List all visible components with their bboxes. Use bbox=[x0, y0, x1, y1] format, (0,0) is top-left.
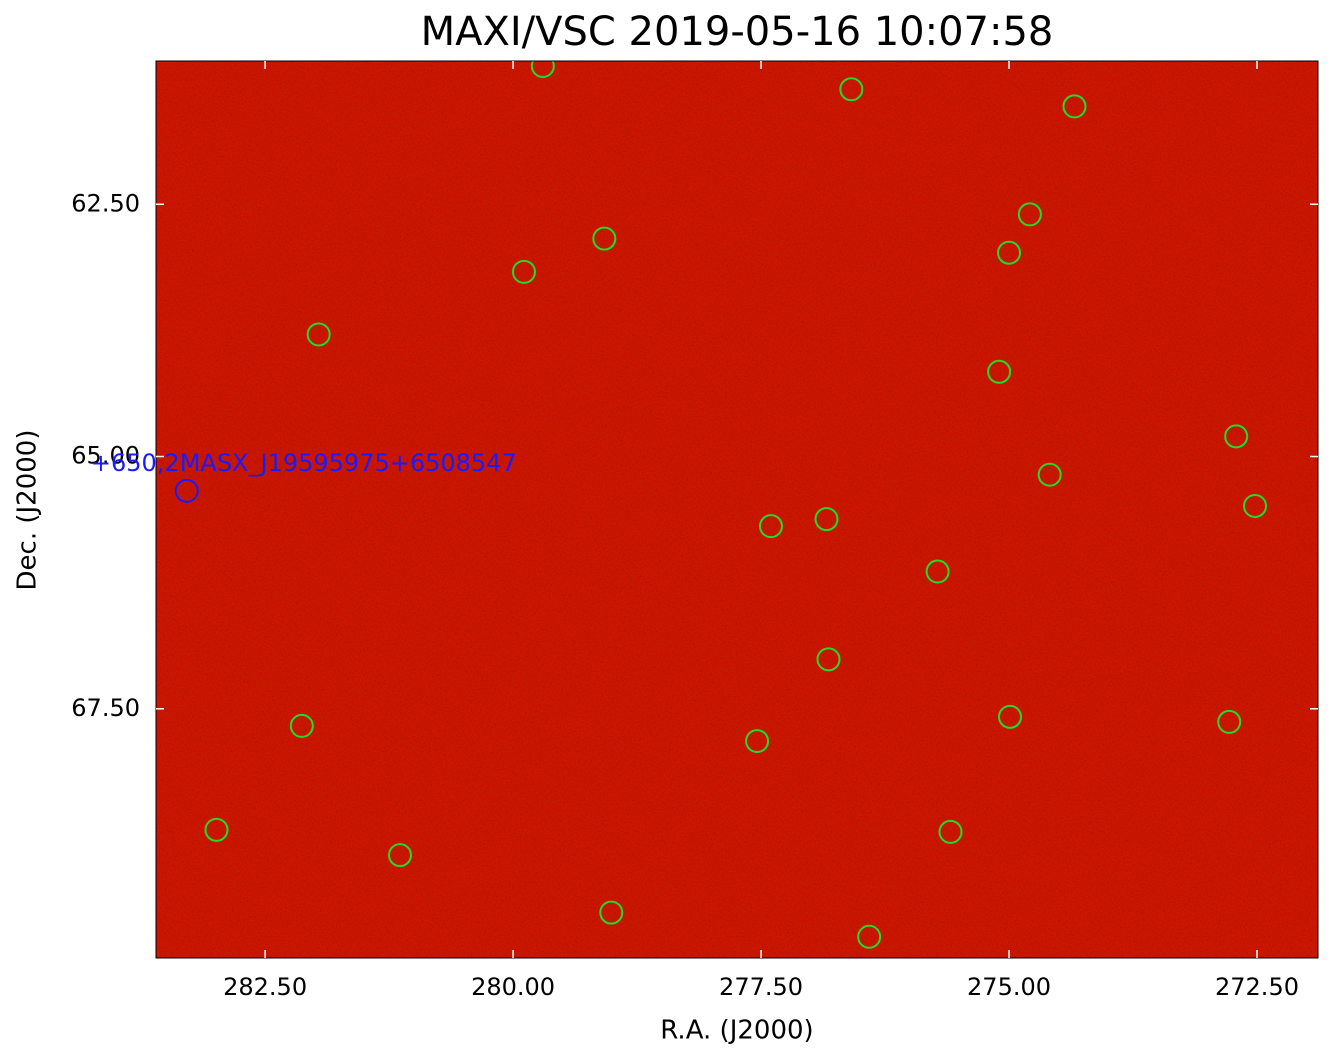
x-tick-label: 275.00 bbox=[967, 973, 1051, 1001]
source-marker bbox=[998, 704, 1023, 729]
source-marker bbox=[987, 359, 1012, 384]
source-marker bbox=[306, 322, 331, 347]
x-tick-label: 272.50 bbox=[1215, 973, 1299, 1001]
source-marker bbox=[839, 77, 864, 102]
y-tick-label: 67.50 bbox=[71, 694, 140, 722]
x-axis-label: R.A. (J2000) bbox=[660, 1016, 813, 1046]
y-tick-label: 62.50 bbox=[71, 189, 140, 217]
source-marker bbox=[289, 713, 314, 738]
image-noise bbox=[156, 61, 1318, 958]
source-marker bbox=[530, 61, 555, 79]
source-marker bbox=[857, 924, 882, 949]
x-tick-label: 282.50 bbox=[223, 973, 307, 1001]
source-marker bbox=[1224, 424, 1249, 449]
source-marker bbox=[592, 226, 617, 251]
source-marker bbox=[814, 507, 839, 532]
source-marker bbox=[745, 729, 770, 754]
chart-title: MAXI/VSC 2019-05-16 10:07:58 bbox=[421, 9, 1054, 55]
source-marker bbox=[925, 559, 950, 584]
source-marker bbox=[1017, 202, 1042, 227]
source-marker bbox=[1062, 94, 1087, 119]
source-marker bbox=[511, 259, 536, 284]
y-tick-label: 65.00 bbox=[71, 442, 140, 470]
y-axis-label: Dec. (J2000) bbox=[13, 430, 43, 591]
x-tick-label: 280.00 bbox=[471, 973, 555, 1001]
source-label: +650,2MASX_J19595975+6508547 bbox=[91, 449, 517, 477]
plot-frame bbox=[155, 60, 1319, 959]
source-marker bbox=[388, 843, 413, 868]
source-marker bbox=[204, 817, 229, 842]
source-marker bbox=[758, 514, 783, 539]
source-marker bbox=[816, 647, 841, 672]
source-marker bbox=[997, 240, 1022, 265]
marks-layer bbox=[174, 61, 1268, 949]
source-marker bbox=[1217, 709, 1242, 734]
source-marker bbox=[599, 900, 624, 925]
source-marker bbox=[1037, 462, 1062, 487]
source-marker bbox=[174, 478, 199, 503]
source-marker bbox=[938, 819, 963, 844]
x-tick-label: 277.50 bbox=[719, 973, 803, 1001]
source-marker bbox=[1243, 493, 1268, 518]
